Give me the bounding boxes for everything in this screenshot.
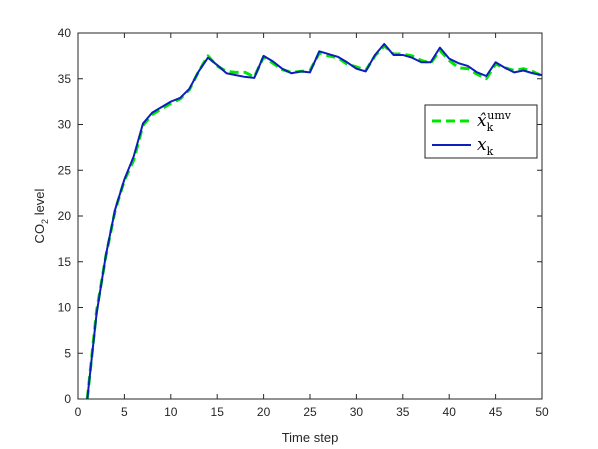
y-tick-label: 30 [58,118,72,132]
y-tick-label: 10 [58,301,72,315]
legend-label-true-base: x [477,135,487,155]
x-tick-label: 25 [303,405,317,419]
legend: x̂kumv xk [424,104,538,159]
x-tick-label: 35 [396,405,410,419]
series-line-estimate [85,44,543,400]
y-axis-label-main: CO [32,224,47,244]
x-tick-label: 0 [75,405,82,419]
x-tick-label: 45 [489,405,503,419]
x-tick-label: 15 [211,405,225,419]
y-axis-label-suffix: level [32,188,47,218]
y-axis-label-subscript: 2 [40,219,50,224]
y-tick-label: 40 [58,26,72,40]
x-tick-label: 30 [350,405,364,419]
legend-label-true: xk [477,135,494,158]
series-line-true [86,42,543,400]
legend-box [424,104,538,159]
legend-label-estimate-base: x̂ [477,111,487,131]
legend-label-estimate: x̂kumv [477,109,512,134]
x-tick-label: 20 [257,405,271,419]
x-tick-label: 5 [121,405,128,419]
ticks-layer: 0 5 10 15 20 25 30 35 40 45 50 0 5 10 15 20 25 30 35 40 [58,26,549,419]
y-axis-label: CO2 level [32,188,50,243]
x-tick-label: 40 [443,405,457,419]
x-axis-label: Time step [282,430,339,445]
x-tick-label: 50 [535,405,549,419]
y-tick-label: 20 [58,209,72,223]
plot-area [78,33,542,399]
series-layer [85,42,543,400]
y-tick-label: 0 [64,392,71,406]
y-tick-label: 35 [58,72,72,86]
legend-label-estimate-sup: umv [487,109,512,122]
y-tick-label: 5 [64,346,71,360]
legend-label-true-sub: k [487,145,494,158]
legend-label-estimate-sub: k [487,121,494,134]
y-tick-label: 15 [58,255,72,269]
x-tick-label: 10 [164,405,178,419]
y-tick-label: 25 [58,163,72,177]
